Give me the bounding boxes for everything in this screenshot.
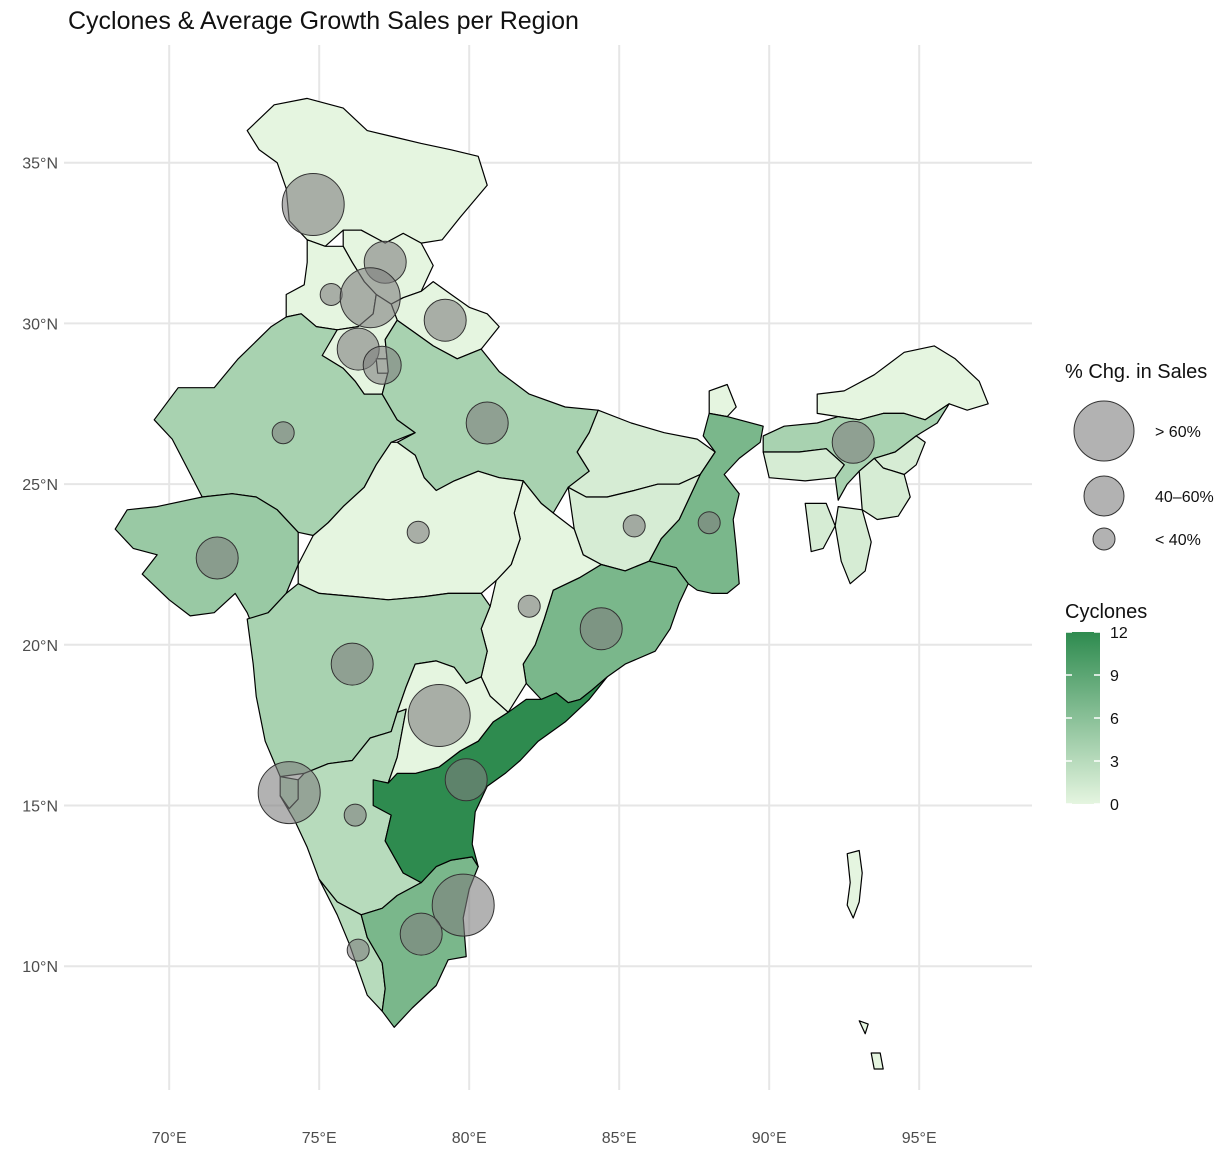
size-legend-title: % Chg. in Sales <box>1065 361 1207 383</box>
sales-bubble-4 <box>423 298 467 342</box>
region-tripura <box>804 502 836 553</box>
sales-bubble-12 <box>195 536 239 580</box>
sales-bubble-0 <box>281 173 345 236</box>
y-tick-label-4: 30°N <box>22 316 58 333</box>
sales-bubble-23 <box>346 938 370 962</box>
fill-legend-label-4: 12 <box>1110 625 1128 642</box>
sales-bubble-13 <box>406 520 430 544</box>
x-tick-label-0: 70°E <box>152 1130 187 1147</box>
region-mizoram <box>834 506 872 585</box>
region-meghalaya <box>762 448 845 482</box>
size-legend-key-small <box>1092 527 1116 551</box>
sales-bubble-10 <box>697 511 721 535</box>
sales-bubble-15 <box>579 607 623 651</box>
sales-bubble-21 <box>431 873 495 937</box>
x-tick-label-3: 85°E <box>602 1130 637 1147</box>
sales-bubble-3 <box>339 267 401 329</box>
island-2 <box>858 1020 869 1035</box>
sales-bubble-9 <box>831 420 875 464</box>
y-tick-label-5: 35°N <box>22 156 58 173</box>
y-tick-label-3: 25°N <box>22 477 58 494</box>
island-1 <box>870 1052 884 1070</box>
fill-legend: Cyclones 0 3 6 9 12 <box>1065 601 1147 814</box>
x-tick-label-4: 90°E <box>752 1130 787 1147</box>
size-legend-label-small: < 40% <box>1155 532 1201 549</box>
axis-tick-labels: 70°E 75°E 80°E 85°E 90°E 95°E 10°N 15°N 20°N 25°N… <box>22 156 936 1147</box>
x-tick-label-2: 80°E <box>452 1130 487 1147</box>
islands <box>846 849 884 1070</box>
y-tick-label-2: 20°N <box>22 638 58 655</box>
fill-legend-label-2: 6 <box>1110 711 1119 728</box>
sales-bubbles <box>195 173 875 962</box>
sales-bubble-19 <box>257 761 321 825</box>
fill-legend-label-0: 0 <box>1110 797 1119 814</box>
size-legend: % Chg. in Sales > 60% 40–60% < 40% <box>1065 361 1214 551</box>
chart-title: Cyclones & Average Growth Sales per Regi… <box>68 7 579 35</box>
x-tick-label-5: 95°E <box>902 1130 937 1147</box>
sales-bubble-22 <box>399 912 443 956</box>
fill-legend-title: Cyclones <box>1065 601 1147 623</box>
sales-bubble-20 <box>343 803 367 827</box>
region-arunachal-pradesh <box>816 345 989 421</box>
sales-bubble-11 <box>622 514 646 538</box>
region-sikkim <box>708 383 737 418</box>
region-jammu-kashmir <box>246 97 488 247</box>
size-legend-label-medium: 40–60% <box>1155 489 1214 506</box>
fill-legend-label-3: 9 <box>1110 668 1119 685</box>
fill-legend-ticks: 0 3 6 9 12 <box>1066 625 1128 814</box>
x-tick-label-1: 75°E <box>302 1130 337 1147</box>
size-legend-label-large: > 60% <box>1155 424 1201 441</box>
sales-bubble-16 <box>330 642 374 686</box>
sales-bubble-18 <box>444 758 488 802</box>
sales-bubble-8 <box>465 401 509 445</box>
sales-bubble-6 <box>362 345 402 385</box>
sales-bubble-7 <box>271 421 295 445</box>
island-0 <box>846 849 863 919</box>
size-legend-key-medium <box>1083 475 1125 517</box>
sales-bubble-17 <box>407 684 471 747</box>
y-tick-label-0: 10°N <box>22 959 58 976</box>
y-tick-label-1: 15°N <box>22 799 58 816</box>
region-manipur <box>858 457 911 521</box>
sales-bubble-2 <box>319 283 343 306</box>
size-legend-key-large <box>1073 400 1135 462</box>
fill-legend-label-1: 3 <box>1110 754 1119 771</box>
sales-bubble-14 <box>517 594 541 618</box>
